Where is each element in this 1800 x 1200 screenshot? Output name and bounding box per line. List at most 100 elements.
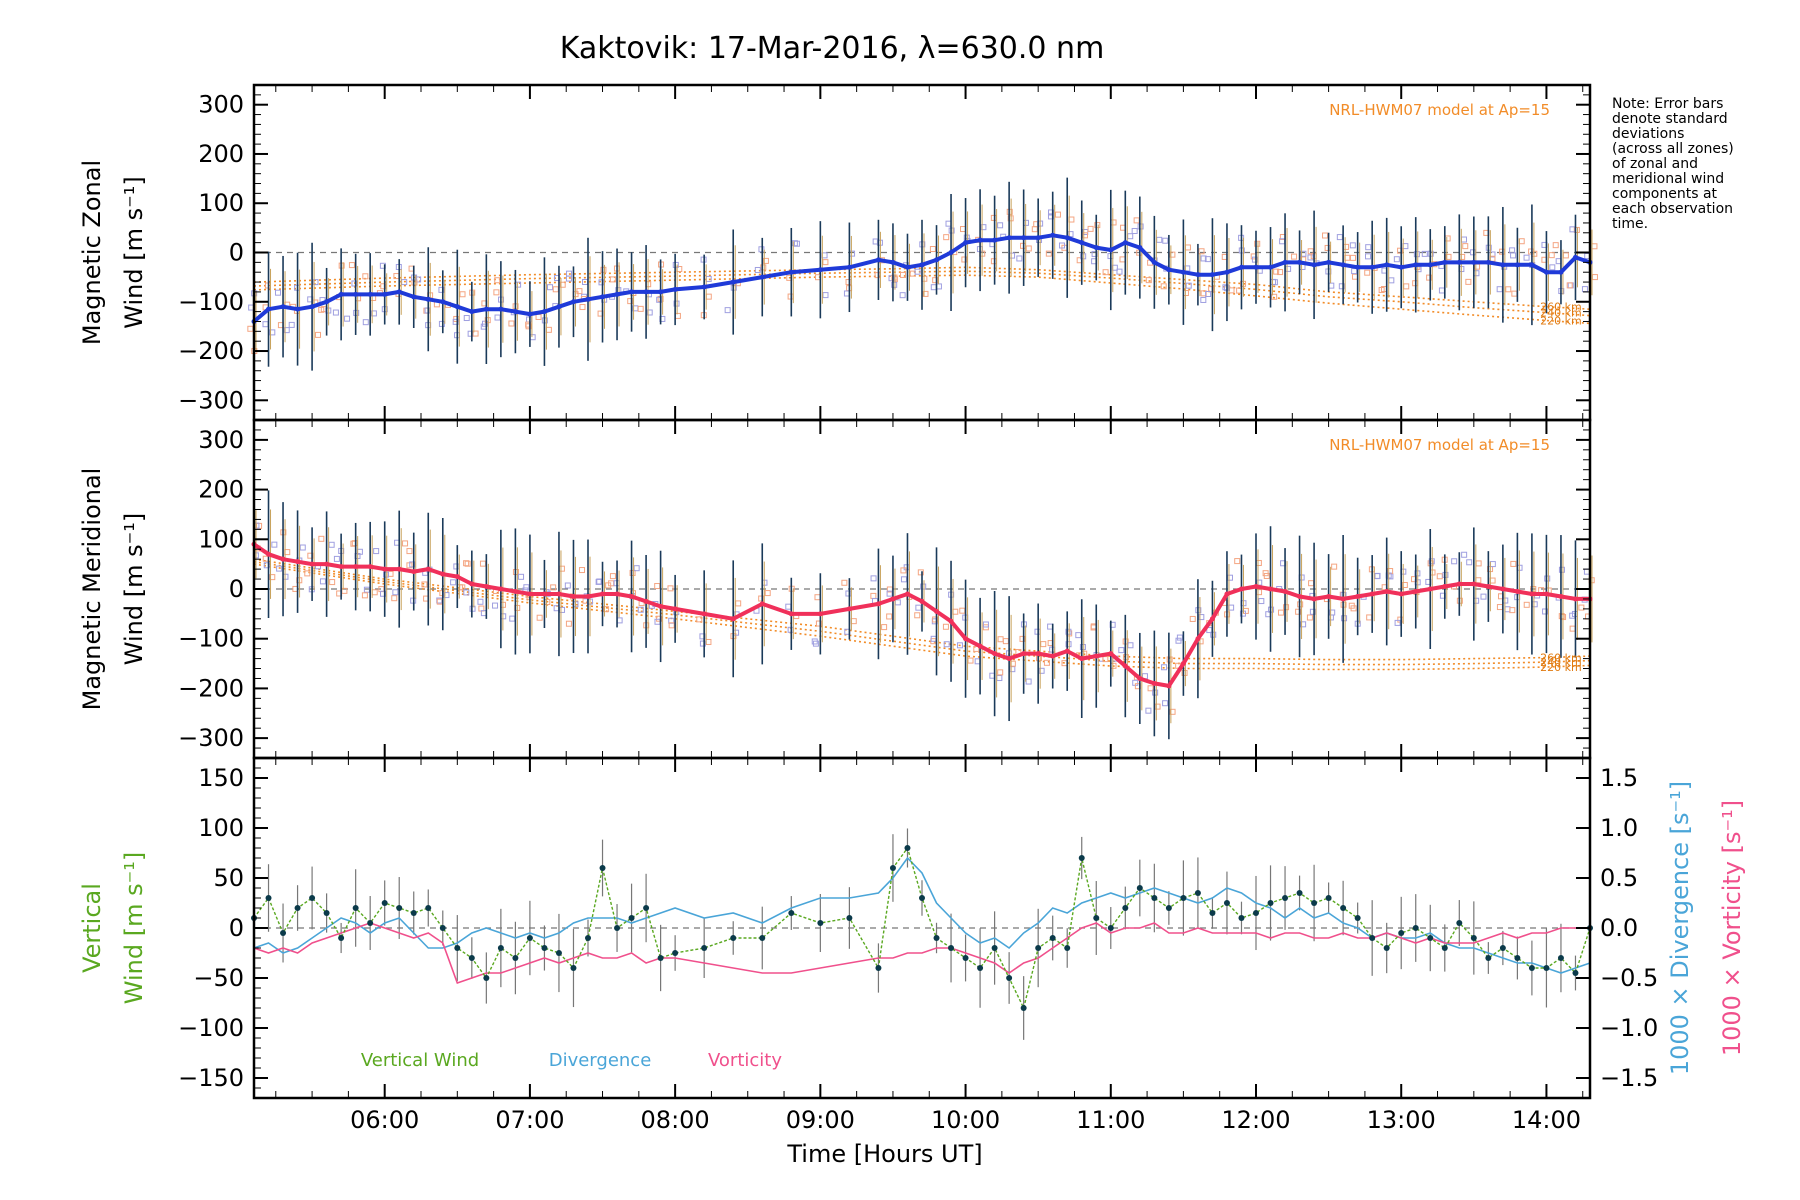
zone-point [1336,234,1343,241]
x-axis-label: Time [Hours UT] [786,1140,982,1168]
meridional-data-point [1180,661,1186,667]
zone-point [1475,560,1482,567]
vertical-wind-point [991,945,998,951]
zonal-data-point [1195,272,1201,278]
zone-point [1043,659,1050,666]
zone-point [881,624,888,631]
zone-point [1583,568,1590,575]
zonal-data-point [1297,259,1303,265]
zone-point [1210,631,1217,638]
zone-point [900,567,907,574]
legend-vorticity: Vorticity [708,1050,782,1071]
meridional-data-point [1238,586,1244,592]
zone-point [705,638,712,645]
zone-point [526,316,533,323]
zonal-data-point [1093,245,1099,251]
zonal-data-point [1253,264,1259,270]
vertical-wind-point [701,945,708,951]
zonal-data-point [280,304,286,310]
zone-point [870,575,877,582]
vertical-wind-point [526,935,533,941]
zonal-data-point [817,267,823,273]
zone-point [917,569,924,576]
zone-point [724,307,731,314]
zonal-data-point [396,289,402,295]
zone-point [492,602,499,609]
zone-point [1552,242,1559,249]
x-tick-label: 09:00 [786,1106,855,1134]
zone-point [967,657,974,664]
zone-point [443,592,450,599]
zonal-data-point [266,306,272,312]
meridional-data-point [527,591,533,597]
zone-point [361,592,368,599]
zonal-data-point [629,289,635,295]
zone-point [609,276,616,283]
meridional-data-point [1209,616,1215,622]
zone-point [1307,248,1314,255]
zone-point [674,312,681,319]
zone-point [1480,593,1487,600]
note-line: Note: Error bars [1612,96,1723,112]
zone-point [1200,296,1207,303]
meridional-data-point [788,611,794,617]
zone-point [891,281,898,288]
zonal-data-point [1122,240,1128,246]
zonal-data-point [1355,264,1361,270]
zone-point [1496,604,1503,611]
zone-point [932,616,939,623]
zone-point [845,279,852,286]
zonal-data-point [1543,269,1549,275]
meridional-data-point [875,601,881,607]
zone-point [1393,256,1400,263]
zone-point [1509,607,1516,614]
zone-point [1009,252,1016,259]
meridional-data-point [541,591,547,597]
zone-point [1200,290,1207,297]
zone-point [656,615,663,622]
vertical-wind-point [381,900,388,906]
zone-point [633,565,640,572]
meridional-data-point [1035,651,1041,657]
zone-point [1283,604,1290,611]
vertical-wind-point [1456,920,1463,926]
zone-point [312,279,319,286]
zonal-data-point [948,250,954,255]
zone-point [545,326,552,333]
zone-point [380,283,387,290]
zone-point [1413,251,1420,258]
zone-point [484,317,491,324]
zone-point [1067,231,1074,238]
zone-point [1251,256,1258,263]
zone-point [1291,253,1298,260]
meridional-data-point [1529,591,1535,597]
zone-point [932,277,939,284]
vertical-wind-point [1049,935,1056,941]
zone-point [371,589,378,596]
meridional-data-point [1108,651,1114,657]
zone-point [1189,615,1196,622]
y-tick-label: −100 [178,625,244,653]
zone-point [791,240,798,247]
zonal-data-point [469,309,475,315]
vertical-wind-point [1093,915,1100,921]
y-tick-label: 300 [198,426,244,454]
zonal-data-point [788,269,794,275]
zone-point [1277,269,1284,276]
zone-point [1254,240,1261,247]
zone-point [1511,290,1518,297]
zone-point [609,573,616,580]
zone-point [959,607,966,614]
vertical-wind-point [1165,905,1172,911]
zone-point [1444,235,1451,242]
zone-point [409,561,416,568]
zone-point [900,576,907,583]
zone-point [667,585,674,592]
vertical-wind-point [454,945,461,951]
meridional-data-point [585,593,591,599]
zonal-data-point [1572,254,1578,260]
zone-point [876,239,883,246]
zone-point [1569,625,1576,632]
zone-point [1338,283,1345,290]
